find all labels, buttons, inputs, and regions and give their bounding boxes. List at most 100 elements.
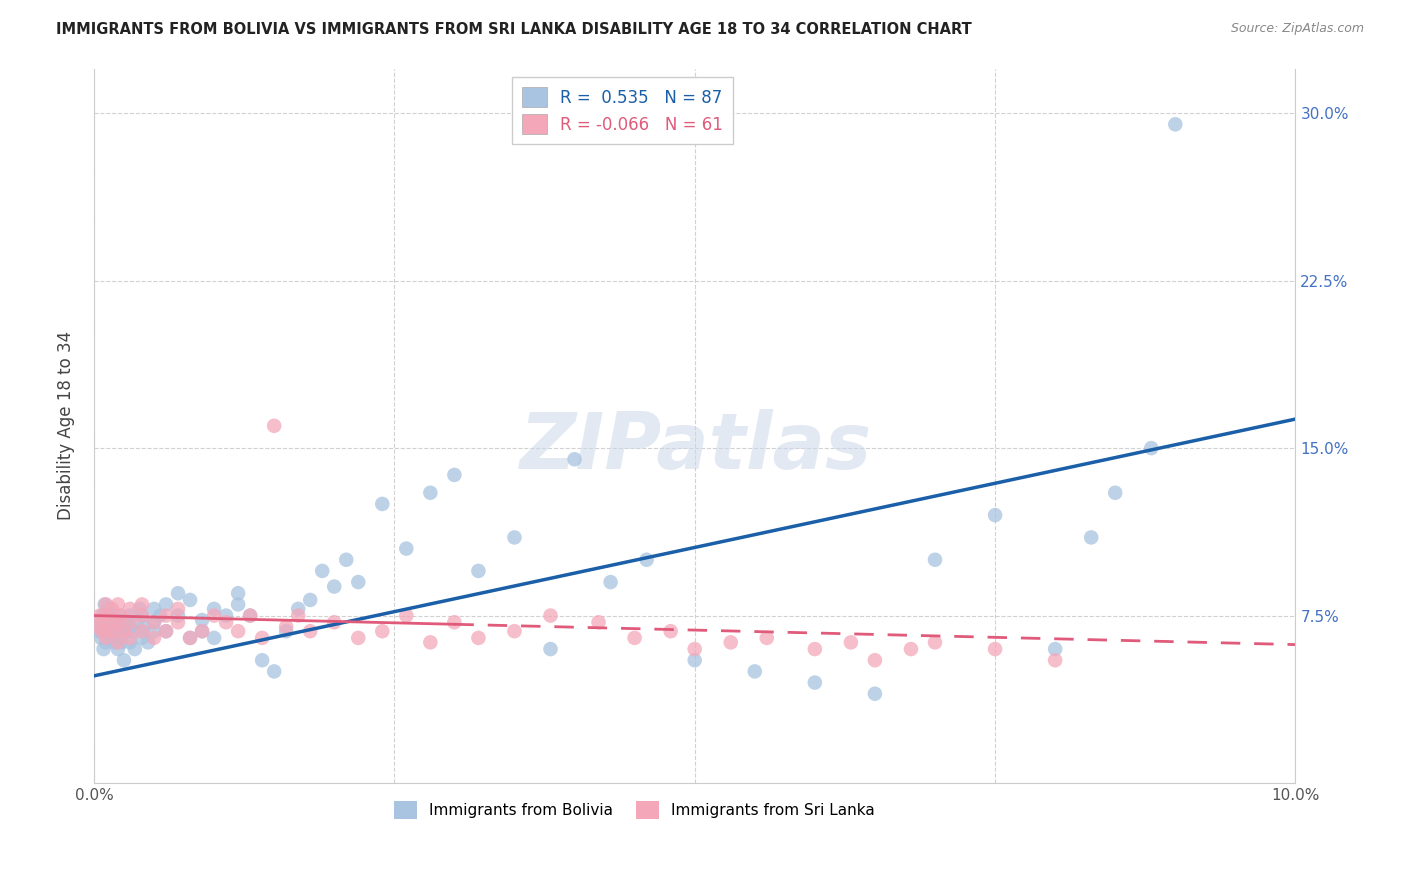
Text: Source: ZipAtlas.com: Source: ZipAtlas.com <box>1230 22 1364 36</box>
Point <box>167 602 190 616</box>
Point <box>94 631 117 645</box>
Point <box>94 608 117 623</box>
Point <box>263 418 285 433</box>
Point <box>1164 117 1187 131</box>
Point <box>131 624 153 639</box>
Point <box>131 631 153 645</box>
Point <box>110 620 132 634</box>
Point <box>371 497 394 511</box>
Point <box>131 598 153 612</box>
Point <box>118 602 141 616</box>
Point <box>588 615 610 630</box>
Point <box>134 620 156 634</box>
Point <box>1043 642 1066 657</box>
Point <box>155 608 177 623</box>
Point <box>143 602 166 616</box>
Point <box>143 631 166 645</box>
Point <box>804 675 827 690</box>
Point <box>720 635 742 649</box>
Point <box>347 575 370 590</box>
Point <box>110 608 132 623</box>
Point <box>1043 653 1066 667</box>
Point <box>131 608 153 623</box>
Point <box>636 553 658 567</box>
Point <box>419 485 441 500</box>
Point <box>128 602 150 616</box>
Point <box>276 620 298 634</box>
Point <box>263 665 285 679</box>
Point <box>250 653 273 667</box>
Point <box>112 624 135 639</box>
Point <box>167 608 190 623</box>
Point <box>503 624 526 639</box>
Point <box>155 598 177 612</box>
Point <box>131 608 153 623</box>
Point <box>239 608 262 623</box>
Point <box>155 624 177 639</box>
Point <box>226 624 249 639</box>
Point <box>226 598 249 612</box>
Point <box>94 613 117 627</box>
Point <box>659 624 682 639</box>
Point <box>143 624 166 639</box>
Point <box>107 615 129 630</box>
Point <box>104 624 127 639</box>
Point <box>419 635 441 649</box>
Point <box>599 575 621 590</box>
Point <box>1140 441 1163 455</box>
Point <box>984 508 1007 522</box>
Point <box>215 615 238 630</box>
Point <box>503 530 526 544</box>
Point <box>118 615 141 630</box>
Point <box>86 615 108 630</box>
Point <box>86 620 108 634</box>
Point <box>443 615 465 630</box>
Point <box>94 624 117 639</box>
Point <box>101 602 124 616</box>
Legend: Immigrants from Bolivia, Immigrants from Sri Lanka: Immigrants from Bolivia, Immigrants from… <box>388 795 882 825</box>
Point <box>110 635 132 649</box>
Y-axis label: Disability Age 18 to 34: Disability Age 18 to 34 <box>58 331 75 520</box>
Point <box>202 602 225 616</box>
Point <box>93 615 115 630</box>
Point <box>335 553 357 567</box>
Point <box>755 631 778 645</box>
Point <box>683 642 706 657</box>
Point <box>683 653 706 667</box>
Point <box>94 598 117 612</box>
Point <box>111 624 134 639</box>
Point <box>179 593 201 607</box>
Point <box>371 624 394 639</box>
Point <box>744 665 766 679</box>
Text: IMMIGRANTS FROM BOLIVIA VS IMMIGRANTS FROM SRI LANKA DISABILITY AGE 18 TO 34 COR: IMMIGRANTS FROM BOLIVIA VS IMMIGRANTS FR… <box>56 22 972 37</box>
Point <box>623 631 645 645</box>
Point <box>299 593 322 607</box>
Point <box>107 635 129 649</box>
Point <box>143 615 166 630</box>
Point <box>250 631 273 645</box>
Point <box>1104 485 1126 500</box>
Point <box>984 642 1007 657</box>
Point <box>564 452 586 467</box>
Point <box>115 624 138 639</box>
Point <box>118 631 141 645</box>
Point <box>149 608 172 623</box>
Point <box>179 631 201 645</box>
Point <box>87 624 110 639</box>
Point <box>395 541 418 556</box>
Text: ZIPatlas: ZIPatlas <box>519 409 870 485</box>
Point <box>347 631 370 645</box>
Point <box>136 635 159 649</box>
Point <box>311 564 333 578</box>
Point <box>104 615 127 630</box>
Point <box>97 624 120 639</box>
Point <box>118 620 141 634</box>
Point <box>540 608 562 623</box>
Point <box>107 631 129 645</box>
Point <box>118 608 141 623</box>
Point <box>93 642 115 657</box>
Point <box>89 608 111 623</box>
Point <box>167 586 190 600</box>
Point <box>101 608 124 623</box>
Point <box>540 642 562 657</box>
